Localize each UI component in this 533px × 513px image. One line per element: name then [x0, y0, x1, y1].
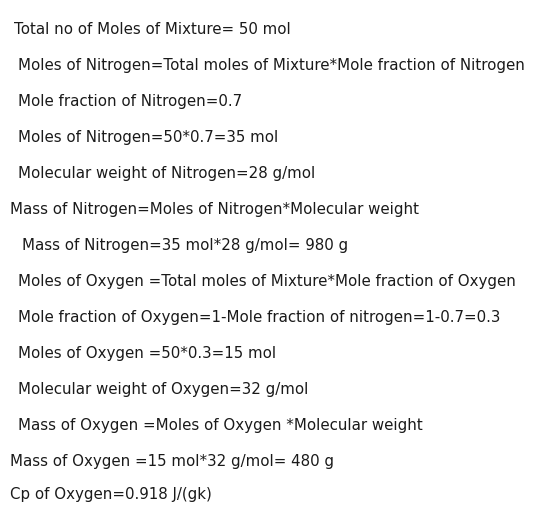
Text: Mass of Oxygen =15 mol*32 g/mol= 480 g: Mass of Oxygen =15 mol*32 g/mol= 480 g: [10, 454, 334, 469]
Text: Mass of Nitrogen=35 mol*28 g/mol= 980 g: Mass of Nitrogen=35 mol*28 g/mol= 980 g: [22, 238, 348, 253]
Text: Mass of Nitrogen=Moles of Nitrogen*Molecular weight: Mass of Nitrogen=Moles of Nitrogen*Molec…: [10, 202, 419, 217]
Text: Mole fraction of Nitrogen=0.7: Mole fraction of Nitrogen=0.7: [18, 94, 242, 109]
Text: Moles of Nitrogen=Total moles of Mixture*Mole fraction of Nitrogen: Moles of Nitrogen=Total moles of Mixture…: [18, 58, 525, 73]
Text: Total no of Moles of Mixture= 50 mol: Total no of Moles of Mixture= 50 mol: [14, 22, 290, 37]
Text: Moles of Oxygen =50*0.3=15 mol: Moles of Oxygen =50*0.3=15 mol: [18, 346, 276, 361]
Text: Mass of Oxygen =Moles of Oxygen *Molecular weight: Mass of Oxygen =Moles of Oxygen *Molecul…: [18, 418, 423, 433]
Text: Mole fraction of Oxygen=1-Mole fraction of nitrogen=1-0.7=0.3: Mole fraction of Oxygen=1-Mole fraction …: [18, 310, 500, 325]
Text: Cp of Oxygen=0.918 J/(gk): Cp of Oxygen=0.918 J/(gk): [10, 487, 212, 502]
Text: Molecular weight of Oxygen=32 g/mol: Molecular weight of Oxygen=32 g/mol: [18, 382, 309, 397]
Text: Molecular weight of Nitrogen=28 g/mol: Molecular weight of Nitrogen=28 g/mol: [18, 166, 315, 181]
Text: Moles of Nitrogen=50*0.7=35 mol: Moles of Nitrogen=50*0.7=35 mol: [18, 130, 278, 145]
Text: Moles of Oxygen =Total moles of Mixture*Mole fraction of Oxygen: Moles of Oxygen =Total moles of Mixture*…: [18, 274, 516, 289]
